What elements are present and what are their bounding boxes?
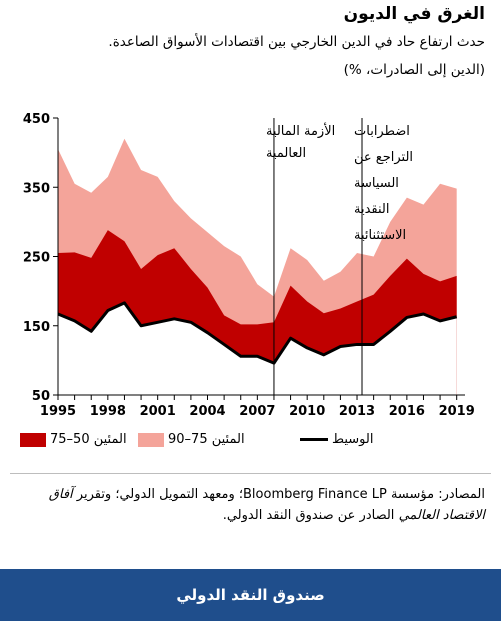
x-tick-label: 2019 bbox=[439, 404, 475, 415]
legend-p50-75-label: المئين 50–75 bbox=[50, 432, 127, 447]
x-tick-label: 2010 bbox=[289, 404, 325, 415]
area-below-median bbox=[58, 302, 457, 395]
legend-median: الوسيط bbox=[300, 432, 373, 447]
y-tick-label: 450 bbox=[23, 112, 50, 127]
sources-prefix: المصادر: مؤسسة Bloomberg Finance LP؛ ومع… bbox=[72, 487, 485, 502]
legend-p50-75: المئين 50–75 bbox=[20, 432, 127, 447]
crisis-annotation-line: الأزمة المالية bbox=[266, 122, 335, 139]
x-tick-label: 2004 bbox=[189, 404, 225, 415]
x-tick-label: 1995 bbox=[40, 404, 76, 415]
chart-subtitle: حدث ارتفاع حاد في الدين الخارجي بين اقتص… bbox=[108, 34, 485, 50]
taper-annotation-line: الاستثنائية bbox=[354, 228, 406, 243]
legend-p50-75-swatch bbox=[20, 432, 46, 447]
x-tick-label: 2001 bbox=[140, 404, 176, 415]
crisis-annotation-line: العالمية bbox=[266, 146, 306, 161]
sources-suffix: الصادر عن صندوق النقد الدولي. bbox=[222, 507, 399, 523]
x-tick-label: 2007 bbox=[239, 404, 275, 415]
median-line bbox=[57, 301, 458, 365]
y-tick-label: 150 bbox=[23, 320, 50, 335]
legend-p75-90: المئين 75–90 bbox=[138, 432, 245, 447]
x-tick-label: 1998 bbox=[90, 404, 126, 415]
taper-annotation-line: النقدية bbox=[354, 202, 389, 217]
units-label: (الدين إلى الصادرات، %) bbox=[343, 62, 485, 78]
y-tick-label: 250 bbox=[23, 251, 50, 266]
chart-title: الغرق في الديون bbox=[343, 4, 485, 24]
legend-median-label: الوسيط bbox=[332, 432, 374, 447]
y-tick-label: 50 bbox=[32, 389, 50, 404]
taper-annotation-line: السياسة bbox=[354, 176, 399, 191]
legend: الوسيط المئين 75–90 المئين 50–75 bbox=[0, 432, 501, 456]
x-tick-label: 2013 bbox=[339, 404, 375, 415]
taper-annotation-line: التراجع عن bbox=[354, 150, 413, 165]
sources-report-title: آفاق الاقتصاد العالمي bbox=[48, 487, 485, 523]
legend-p75-90-swatch bbox=[138, 432, 164, 447]
legend-median-swatch bbox=[300, 438, 328, 441]
x-tick-label: 2016 bbox=[389, 404, 425, 415]
footer-label: صندوق النقد الدولي bbox=[176, 586, 325, 604]
divider bbox=[10, 473, 491, 474]
legend-p75-90-label: المئين 75–90 bbox=[168, 432, 245, 447]
footer-bar: صندوق النقد الدولي bbox=[0, 569, 501, 621]
taper-annotation-line: اضطرابات bbox=[354, 124, 410, 139]
y-tick-label: 350 bbox=[23, 181, 50, 196]
sources-note: المصادر: مؤسسة Bloomberg Finance LP؛ ومع… bbox=[13, 485, 485, 527]
